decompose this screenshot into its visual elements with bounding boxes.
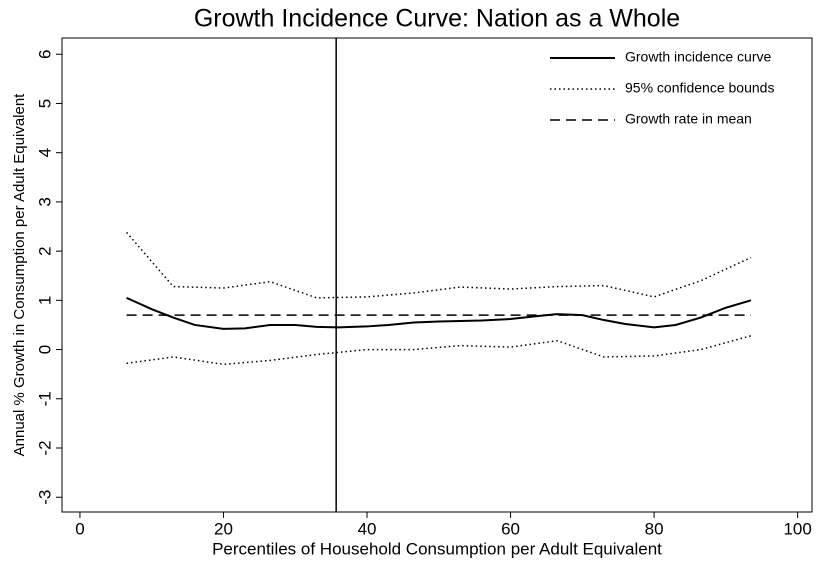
x-tick-label: 80 bbox=[645, 519, 664, 538]
chart-title: Growth Incidence Curve: Nation as a Whol… bbox=[194, 5, 680, 33]
y-tick-label: 0 bbox=[35, 345, 54, 354]
legend-label: 95% confidence bounds bbox=[625, 80, 774, 96]
legend-label: Growth rate in mean bbox=[625, 111, 752, 127]
y-tick-label: 6 bbox=[35, 50, 54, 59]
series-line bbox=[126, 335, 752, 366]
y-tick-label: 1 bbox=[35, 296, 54, 305]
y-tick-label: 5 bbox=[35, 99, 54, 108]
series-line bbox=[126, 231, 752, 299]
y-tick-label: 2 bbox=[35, 246, 54, 255]
x-tick-label: 100 bbox=[783, 519, 811, 538]
x-tick-label: 60 bbox=[501, 519, 520, 538]
legend-label: Growth incidence curve bbox=[625, 49, 772, 65]
y-axis-label: Annual % Growth in Consumption per Adult… bbox=[11, 93, 28, 457]
series-line bbox=[126, 296, 752, 330]
x-tick-label: 40 bbox=[358, 519, 377, 538]
y-tick-label: -3 bbox=[35, 490, 54, 505]
y-tick-label: 3 bbox=[35, 197, 54, 206]
x-axis-label: Percentiles of Household Consumption per… bbox=[212, 539, 662, 558]
x-tick-label: 20 bbox=[214, 519, 233, 538]
y-tick-label: 4 bbox=[35, 148, 54, 157]
y-tick-label: -2 bbox=[35, 440, 54, 455]
plot-frame bbox=[61, 37, 813, 513]
y-tick-label: -1 bbox=[35, 391, 54, 406]
x-tick-label: 0 bbox=[75, 519, 84, 538]
